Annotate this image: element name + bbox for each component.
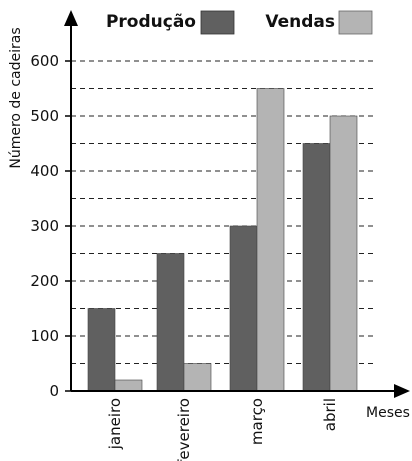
category-label: fevereiro xyxy=(175,398,193,461)
legend-label-vendas: Vendas xyxy=(265,12,335,32)
y-tick-label: 200 xyxy=(30,272,59,290)
y-tick-label: 100 xyxy=(30,327,59,345)
legend-label-producao: Produção xyxy=(106,12,196,32)
legend: Produção Vendas xyxy=(106,10,373,35)
bar-vendas-0 xyxy=(114,379,143,392)
category-label: abril xyxy=(321,398,339,431)
y-tick-label: 300 xyxy=(30,217,59,235)
bar-producao-3 xyxy=(302,143,331,392)
y-tick-label: 0 xyxy=(49,382,59,400)
category-label: janeiro xyxy=(106,398,124,450)
x-category-labels: janeiro fevereiro março abril xyxy=(106,398,339,461)
y-axis-arrow-icon xyxy=(64,10,78,26)
legend-swatch-vendas xyxy=(338,10,373,35)
y-tick-label: 500 xyxy=(30,107,59,125)
bar-producao-0 xyxy=(87,308,116,392)
axes xyxy=(64,10,410,398)
bars xyxy=(87,88,358,392)
y-axis-title: Número de cadeiras xyxy=(8,27,24,168)
legend-swatch-producao xyxy=(200,10,235,35)
bar-vendas-1 xyxy=(183,363,212,392)
y-tick-label: 600 xyxy=(30,52,59,70)
x-axis-arrow-icon xyxy=(394,384,410,398)
y-tick-label: 400 xyxy=(30,162,59,180)
bar-producao-1 xyxy=(156,253,185,392)
y-tick-labels: 0 100 200 300 400 500 600 xyxy=(30,52,71,400)
x-axis-title: Meses xyxy=(366,405,410,421)
bar-vendas-3 xyxy=(329,115,358,392)
bar-producao-2 xyxy=(229,225,258,392)
category-label: março xyxy=(248,398,266,445)
bar-vendas-2 xyxy=(256,88,285,392)
